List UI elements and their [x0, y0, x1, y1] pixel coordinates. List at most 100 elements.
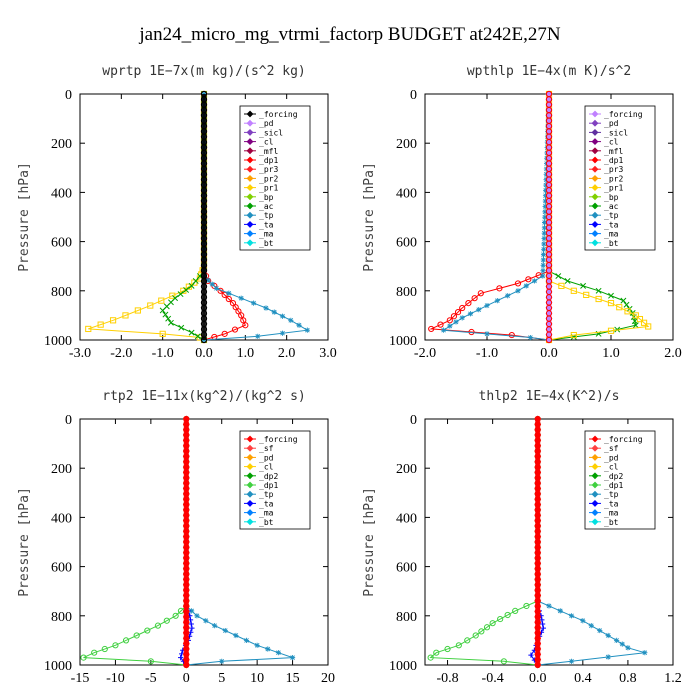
panels: wprtp 1E−7x(m kg)/(s^2 kg) Pressure [hPa]…: [17, 64, 682, 686]
data-point: [178, 655, 184, 661]
data-point: [169, 292, 176, 299]
x-tick-label: -0.4: [482, 671, 504, 686]
legend-marker: [591, 174, 599, 182]
legend-entry: _cl: [259, 138, 274, 147]
x-tick-label: 0.8: [619, 671, 637, 686]
data-point: [580, 282, 587, 289]
data-point: [265, 646, 271, 652]
y-tick-label: 600: [51, 236, 72, 251]
data-point: [271, 309, 277, 315]
data-point: [580, 618, 586, 624]
legend-marker: [591, 211, 599, 219]
legend-entry: _bt: [604, 518, 619, 527]
y-tick-label: 800: [396, 285, 417, 300]
legend-entry: _pr3: [259, 165, 278, 174]
data-point: [614, 326, 621, 333]
series-tp: [441, 91, 552, 343]
x-tick-label: -5: [145, 671, 157, 686]
data-point: [605, 632, 611, 639]
legend-marker: [591, 147, 599, 155]
legend-marker: [591, 239, 599, 247]
x-tick-label: 0.4: [574, 671, 592, 686]
data-point: [159, 307, 166, 314]
legend-marker: [246, 165, 254, 173]
panel-subtitle: thlp2 1E−4x(K^2)/s: [479, 389, 620, 404]
data-point: [625, 645, 631, 651]
data-point: [540, 621, 546, 627]
data-point: [616, 304, 623, 311]
y-tick-label: 400: [396, 186, 417, 201]
legend-entry: _dp1: [604, 156, 623, 165]
legend-marker: [591, 128, 599, 136]
data-point: [568, 613, 575, 619]
legend-entry: _ma: [604, 509, 619, 518]
legend-marker: [246, 230, 254, 238]
data-point: [478, 628, 485, 635]
legend: _forcing_pd_sicl_cl_mfl_dp1_pr3_pr2_pr1_…: [239, 105, 311, 251]
x-tick-label: 5: [218, 671, 225, 686]
legend-marker: [246, 453, 254, 461]
series-line: [548, 94, 650, 341]
data-point: [471, 295, 478, 302]
zero-profile-point: [534, 661, 541, 669]
data-point: [203, 618, 209, 624]
legend-entry: _tp: [259, 490, 274, 499]
legend-entry: _mfl: [604, 147, 623, 156]
data-point: [178, 324, 185, 331]
data-point: [188, 282, 195, 289]
data-point: [483, 624, 491, 631]
legend-entry: _ma: [259, 230, 274, 239]
y-tick-label: 0: [410, 88, 417, 103]
legend-entry: _ta: [604, 499, 619, 508]
legend-entry: _forcing: [604, 435, 643, 444]
data-point: [459, 315, 465, 321]
data-point: [80, 654, 87, 661]
data-point: [122, 312, 129, 319]
data-point: [433, 649, 440, 656]
series-line: [162, 94, 205, 341]
data-point: [535, 272, 542, 279]
data-point: [570, 331, 577, 339]
data-point: [607, 327, 615, 334]
data-point: [158, 297, 165, 304]
data-point: [455, 642, 462, 649]
legend-marker: [246, 509, 254, 517]
data-point: [447, 323, 453, 329]
data-point: [525, 276, 532, 283]
data-point: [555, 273, 562, 279]
zero-profile-band: [535, 419, 541, 665]
data-point: [162, 311, 169, 318]
y-axis-label: Pressure [hPa]: [17, 162, 32, 272]
data-point: [588, 623, 594, 629]
data-point: [541, 235, 547, 242]
data-point: [541, 241, 547, 247]
legend-marker: [246, 472, 254, 480]
legend-entry: _bp: [259, 193, 274, 202]
y-axis-label: Pressure [hPa]: [362, 162, 377, 272]
data-point: [226, 290, 232, 296]
data-point: [632, 312, 639, 319]
x-tick-label: 0: [183, 671, 190, 686]
legend-entry: _dp2: [259, 472, 278, 481]
y-tick-label: 200: [51, 462, 72, 477]
legend-marker: [591, 499, 599, 507]
data-point: [614, 637, 620, 643]
legend-entry: _sf: [604, 444, 619, 453]
data-point: [446, 317, 453, 324]
data-point: [595, 287, 602, 294]
data-point: [454, 309, 462, 316]
data-point: [192, 278, 199, 284]
data-point: [232, 304, 239, 311]
data-point: [225, 295, 232, 303]
zero-profile-point: [183, 661, 190, 669]
series-line: [203, 94, 246, 341]
y-axis-label: Pressure [hPa]: [17, 487, 32, 597]
legend-marker: [591, 509, 599, 517]
data-point: [427, 654, 434, 661]
data-point: [497, 615, 504, 623]
x-tick-label: 10: [250, 671, 264, 686]
y-tick-label: 600: [51, 561, 72, 576]
series-dp1: [428, 90, 553, 344]
data-point: [542, 193, 549, 199]
data-point: [144, 627, 151, 634]
